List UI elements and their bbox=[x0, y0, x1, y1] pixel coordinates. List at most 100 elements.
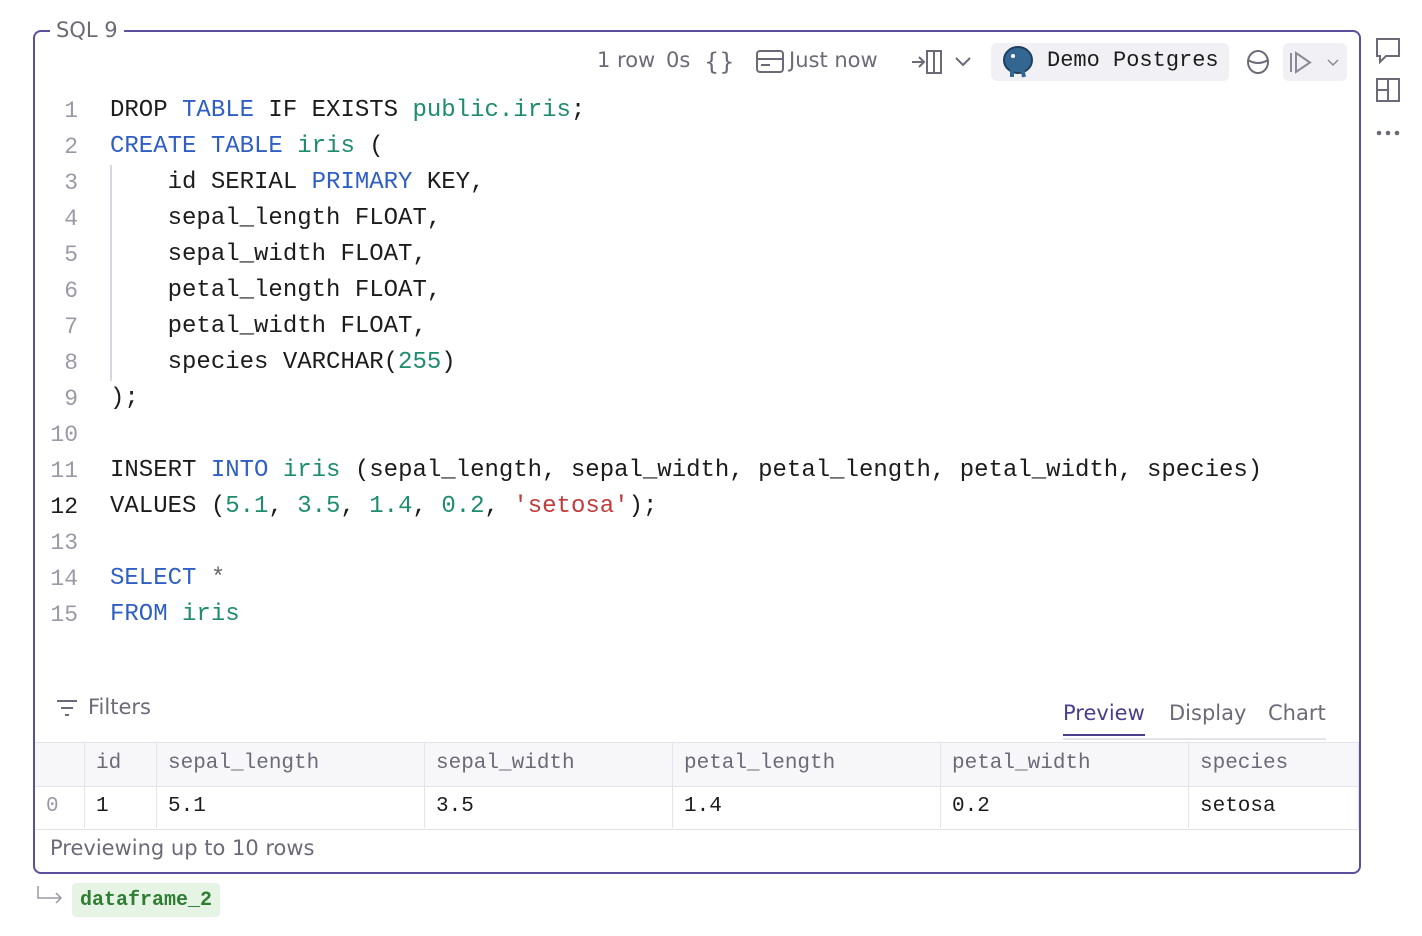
code-token: petal_length FLOAT, bbox=[110, 277, 442, 304]
code-token: ; bbox=[570, 97, 586, 124]
line-number: 13 bbox=[50, 530, 78, 556]
code-token: public.iris bbox=[412, 97, 571, 124]
code-line: INSERT INTO iris (sepal_length, sepal_wi… bbox=[110, 453, 1262, 489]
code-token: 'setosa' bbox=[513, 493, 629, 520]
results-table: id sepal_length sepal_width petal_length pet… bbox=[35, 742, 1359, 830]
code-token: TABLE bbox=[182, 97, 255, 124]
duration: 0s bbox=[666, 48, 691, 72]
code-line: petal_width FLOAT, bbox=[110, 309, 427, 345]
line-number: 10 bbox=[50, 422, 78, 448]
code-editor[interactable]: 1 DROP TABLE IF EXISTS public.iris; 2 CREAT… bbox=[0, 93, 1359, 633]
code-token: ); bbox=[628, 493, 658, 520]
code-token: CREATE TABLE bbox=[110, 133, 283, 160]
filters-button[interactable]: Filters bbox=[88, 695, 151, 719]
column-header[interactable]: sepal_length bbox=[157, 743, 425, 786]
table-cell: 3.5 bbox=[425, 786, 673, 828]
code-token: ( bbox=[354, 133, 384, 160]
code-token: ); bbox=[110, 385, 139, 412]
header-row: id sepal_length sepal_width petal_length pet… bbox=[35, 743, 1359, 787]
column-header[interactable]: species bbox=[1189, 743, 1359, 786]
code-token: , bbox=[340, 493, 370, 520]
code-token: 255 bbox=[398, 349, 442, 376]
code-token bbox=[283, 133, 297, 160]
table-cell: 1 bbox=[85, 786, 157, 828]
filter-icon[interactable] bbox=[55, 698, 79, 718]
line-number: 4 bbox=[64, 206, 78, 232]
code-token: (sepal_length, sepal_width, petal_length… bbox=[340, 457, 1263, 484]
line-number: 14 bbox=[50, 566, 78, 592]
output-mode[interactable] bbox=[910, 48, 976, 76]
code-token: sepal_width FLOAT, bbox=[110, 241, 427, 268]
code-token bbox=[196, 565, 210, 592]
code-token: INSERT bbox=[110, 457, 211, 484]
line-number: 7 bbox=[64, 314, 78, 340]
code-token: 3.5 bbox=[297, 493, 341, 520]
line-number: 6 bbox=[64, 278, 78, 304]
column-header[interactable]: petal_width bbox=[941, 743, 1189, 786]
table-cell: 1.4 bbox=[673, 786, 941, 828]
code-token: , bbox=[268, 493, 298, 520]
output-arrow bbox=[37, 886, 63, 904]
code-token: IF EXISTS bbox=[254, 97, 413, 124]
updated: Just now bbox=[789, 48, 878, 72]
code-line: id SERIAL PRIMARY KEY, bbox=[110, 165, 485, 201]
indent-guide bbox=[110, 165, 112, 381]
line-number: 15 bbox=[50, 602, 78, 628]
code-token bbox=[268, 457, 282, 484]
code-token: , bbox=[484, 493, 514, 520]
line-number: 9 bbox=[64, 386, 78, 412]
tab[interactable]: Preview bbox=[1063, 701, 1145, 736]
schedule-icon[interactable] bbox=[756, 50, 784, 74]
line-number: 12 bbox=[50, 494, 78, 520]
tab[interactable]: Display bbox=[1169, 701, 1247, 725]
postgres-logo bbox=[1003, 46, 1033, 78]
footer: Previewing up to 10 rows bbox=[50, 836, 315, 860]
code-token: SELECT bbox=[110, 565, 197, 592]
table-cell: 0.2 bbox=[941, 786, 1189, 828]
code-token: * bbox=[210, 565, 226, 592]
code-line: SELECT * bbox=[110, 561, 225, 597]
code-line: species VARCHAR(255) bbox=[110, 345, 456, 381]
column-header[interactable]: petal_length bbox=[673, 743, 941, 786]
line-number: 2 bbox=[64, 134, 78, 160]
code-token: DROP bbox=[110, 97, 183, 124]
index-header bbox=[35, 743, 85, 786]
code-token: species VARCHAR( bbox=[110, 349, 399, 376]
connection-name: Demo Postgres bbox=[1047, 48, 1219, 73]
code-line: CREATE TABLE iris ( bbox=[110, 129, 384, 165]
side-icons[interactable] bbox=[1374, 36, 1404, 146]
code-line: ); bbox=[110, 381, 139, 417]
code-token: iris bbox=[297, 133, 355, 160]
code-line: VALUES (5.1, 3.5, 1.4, 0.2, 'setosa'); bbox=[110, 489, 657, 525]
column-header[interactable]: sepal_width bbox=[425, 743, 673, 786]
row-index: 0 bbox=[35, 786, 85, 828]
code-token: PRIMARY bbox=[311, 169, 413, 196]
tab[interactable]: Chart bbox=[1268, 701, 1326, 725]
line-number: 11 bbox=[50, 458, 78, 484]
code-token: INTO bbox=[210, 457, 269, 484]
line-number: 3 bbox=[64, 170, 78, 196]
line-number: 8 bbox=[64, 350, 78, 376]
code-token: petal_width FLOAT, bbox=[110, 313, 427, 340]
code-line: sepal_length FLOAT, bbox=[110, 201, 442, 237]
column-header[interactable]: id bbox=[85, 743, 157, 786]
json-icon[interactable]: {} bbox=[704, 48, 736, 76]
sql-cell bbox=[33, 30, 1361, 874]
code-token: 1.4 bbox=[369, 493, 413, 520]
code-token: , bbox=[412, 493, 442, 520]
code-token: 5.1 bbox=[225, 493, 269, 520]
code-token: VALUES ( bbox=[110, 493, 226, 520]
output-variable[interactable]: dataframe_2 bbox=[72, 883, 220, 917]
code-token: sepal_length FLOAT, bbox=[110, 205, 442, 232]
db-icon[interactable] bbox=[1245, 48, 1271, 76]
tabs-baseline bbox=[1063, 738, 1326, 740]
code-token bbox=[168, 601, 182, 628]
svg-text:{}: {} bbox=[704, 48, 735, 76]
code-line: FROM iris bbox=[110, 597, 240, 633]
code-token: id SERIAL bbox=[110, 169, 312, 196]
table-cell: setosa bbox=[1189, 786, 1359, 828]
code-token: 0.2 bbox=[441, 493, 485, 520]
code-token: KEY, bbox=[412, 169, 485, 196]
line-number: 5 bbox=[64, 242, 78, 268]
code-token: ) bbox=[441, 349, 456, 376]
